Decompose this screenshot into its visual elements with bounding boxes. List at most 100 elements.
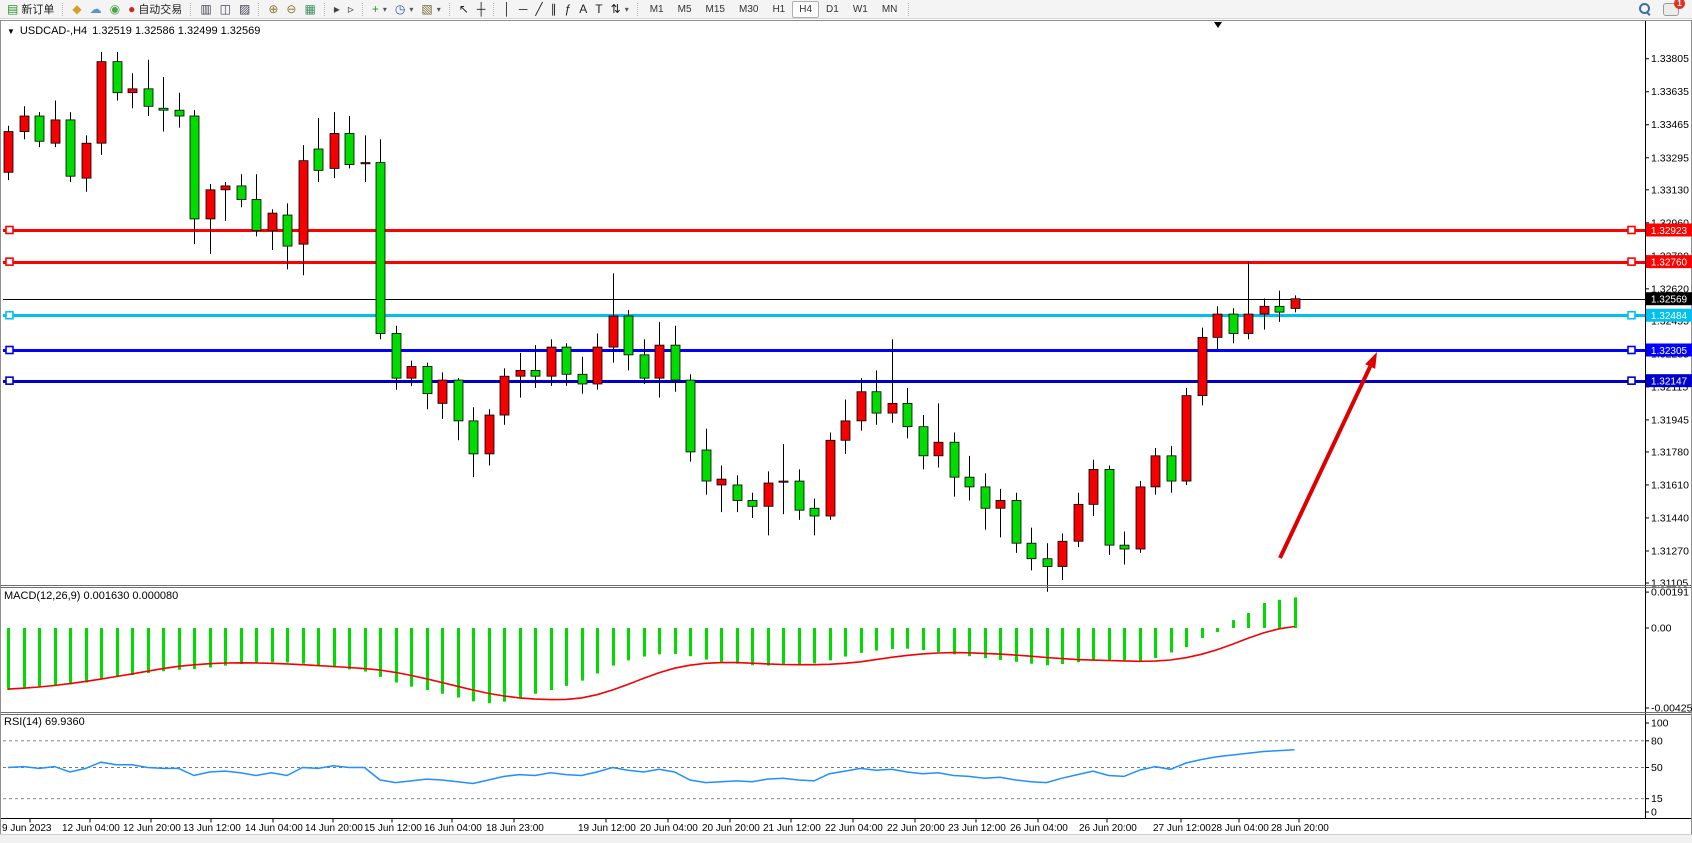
chevron-down-icon[interactable]: ▾ <box>409 4 414 14</box>
hline-handle[interactable] <box>5 310 14 320</box>
zoom-out-button[interactable]: ⊖ <box>282 1 300 18</box>
trend-arrow-line[interactable] <box>1278 365 1372 559</box>
auto-scroll-button[interactable]: ▸ <box>330 1 344 18</box>
indicators-icon: + <box>371 1 379 16</box>
chat-icon[interactable]: 1 <box>1663 0 1685 16</box>
hline-handle[interactable] <box>1627 257 1636 266</box>
candle-chart-button[interactable]: ◫ <box>216 1 235 18</box>
cursor-icon: ↖ <box>458 1 469 16</box>
hline-button[interactable]: ─ <box>515 1 532 18</box>
trendline-button[interactable]: ╱ <box>531 1 546 18</box>
search-icon[interactable] <box>1639 3 1651 15</box>
price-axis-tick-label: 1.31945 <box>1651 414 1689 426</box>
collapse-chart-icon[interactable]: ▼ <box>7 26 15 36</box>
price-axis-tick-label: 1.31780 <box>1651 446 1689 458</box>
community-button[interactable]: ☁ <box>86 1 106 18</box>
channel-button[interactable]: ∥ <box>547 1 561 18</box>
macd-histogram-bar <box>286 628 289 663</box>
candle-body <box>34 115 45 142</box>
chart-window[interactable]: 1.33805 1.33635 1.33465 1.33295 1.33130 1.329… <box>0 20 1692 835</box>
candle-body <box>468 420 479 455</box>
chart-shift-button[interactable]: ▹ <box>344 1 358 18</box>
macd-histogram-bar <box>596 628 599 674</box>
price-axis-tick-label: 1.33295 <box>1651 152 1689 164</box>
chevron-down-icon[interactable]: ▾ <box>382 4 387 14</box>
time-axis-label: 27 Jun 12:00 <box>1153 823 1211 834</box>
timeframe-h4-button[interactable]: H4 <box>792 0 820 18</box>
indicators-button[interactable]: + ▾ <box>368 1 391 18</box>
candle-body <box>375 162 386 334</box>
chevron-down-icon[interactable]: ▾ <box>436 4 441 14</box>
chart-canvas[interactable]: 1.33805 1.33635 1.33465 1.33295 1.33130 1.329… <box>0 20 1692 835</box>
timeframe-m30-button[interactable]: M30 <box>738 3 759 15</box>
macd-histogram-bar <box>472 628 475 702</box>
trend-arrow-head[interactable] <box>1365 352 1377 369</box>
template-icon: ▧ <box>421 1 433 16</box>
new-order-button[interactable]: ▤ 新订单 <box>3 1 58 18</box>
macd-histogram-bar <box>534 628 537 694</box>
line-chart-button[interactable]: ▨ <box>235 1 254 18</box>
gold-button[interactable]: ◆ <box>68 1 85 18</box>
timeframe-mn-button[interactable]: MN <box>881 3 898 15</box>
candle-body <box>158 107 169 111</box>
macd-histogram-bar <box>23 628 26 689</box>
autotrade-button[interactable]: ● 自动交易 <box>124 1 186 18</box>
candle-body <box>267 212 278 231</box>
time-axis-label: 28 Jun 20:00 <box>1271 823 1329 834</box>
vline-button[interactable]: │ <box>499 1 515 18</box>
hline-handle[interactable] <box>5 257 14 266</box>
signals-button[interactable]: ◉ <box>106 1 124 18</box>
timeframe-h1-button[interactable]: H1 <box>772 3 786 15</box>
hline-handle[interactable] <box>5 376 14 385</box>
macd-histogram-bar <box>674 628 677 654</box>
timeframe-w1-button[interactable]: W1 <box>852 3 868 15</box>
candle-body <box>236 185 247 200</box>
hline-handle[interactable] <box>1627 345 1636 355</box>
macd-histogram-bar <box>7 628 10 691</box>
zoom-out-icon: ⊖ <box>286 1 297 16</box>
macd-histogram-bar <box>488 628 491 704</box>
macd-histogram-bar <box>1263 603 1266 628</box>
chevron-down-icon[interactable]: ▾ <box>624 4 629 14</box>
arrows-button[interactable]: ⇅ ▾ <box>607 1 633 18</box>
hline-handle[interactable] <box>1627 225 1636 235</box>
candle-body <box>1166 455 1177 482</box>
rsi-axis-label: 15 <box>1651 793 1663 805</box>
candle-body <box>453 379 464 422</box>
candle-body <box>685 379 696 453</box>
candle-body <box>747 500 758 507</box>
bar-chart-button[interactable]: ▥ <box>196 1 215 18</box>
price-tag-1.32923 <box>1646 223 1692 237</box>
bar-position-marker-icon[interactable] <box>1214 22 1222 28</box>
candle-body <box>19 115 30 132</box>
timeframe-d1-button[interactable]: D1 <box>826 3 839 15</box>
periods-button[interactable]: ◷ ▾ <box>391 1 418 18</box>
time-axis-label: 23 Jun 12:00 <box>948 823 1006 834</box>
text-label-button[interactable]: T <box>591 1 606 18</box>
cursor-button[interactable]: ↖ <box>455 1 473 18</box>
hline-handle[interactable] <box>1627 310 1636 320</box>
candle-body <box>81 142 92 179</box>
candle-body <box>344 133 355 165</box>
fibonacci-button[interactable]: ƒ <box>561 1 576 18</box>
toolbar-separator <box>493 2 495 16</box>
auto-scroll-icon: ▸ <box>333 1 340 16</box>
hline-handle[interactable] <box>1627 376 1636 385</box>
hline-handle[interactable] <box>5 225 14 235</box>
candle-body <box>1150 455 1161 488</box>
tile-windows-button[interactable]: ▦ <box>300 1 319 18</box>
hline-handle[interactable] <box>5 345 14 355</box>
crosshair-button[interactable]: ┼ <box>473 1 490 18</box>
timeframe-m15-button[interactable]: M15 <box>705 3 725 15</box>
time-axis-label: 20 Jun 20:00 <box>702 823 760 834</box>
text-button[interactable]: A <box>575 1 591 18</box>
timeframe-m1-button[interactable]: M1 <box>649 3 664 15</box>
templates-button[interactable]: ▧ ▾ <box>417 1 444 18</box>
macd-histogram-bar <box>906 628 909 649</box>
zoom-in-button[interactable]: ⊕ <box>264 1 282 18</box>
macd-histogram-bar <box>1123 628 1126 662</box>
timeframe-m5-button[interactable]: M5 <box>677 3 692 15</box>
macd-histogram-bar <box>116 628 119 677</box>
candle-body <box>887 402 898 414</box>
macd-histogram-bar <box>209 628 212 668</box>
